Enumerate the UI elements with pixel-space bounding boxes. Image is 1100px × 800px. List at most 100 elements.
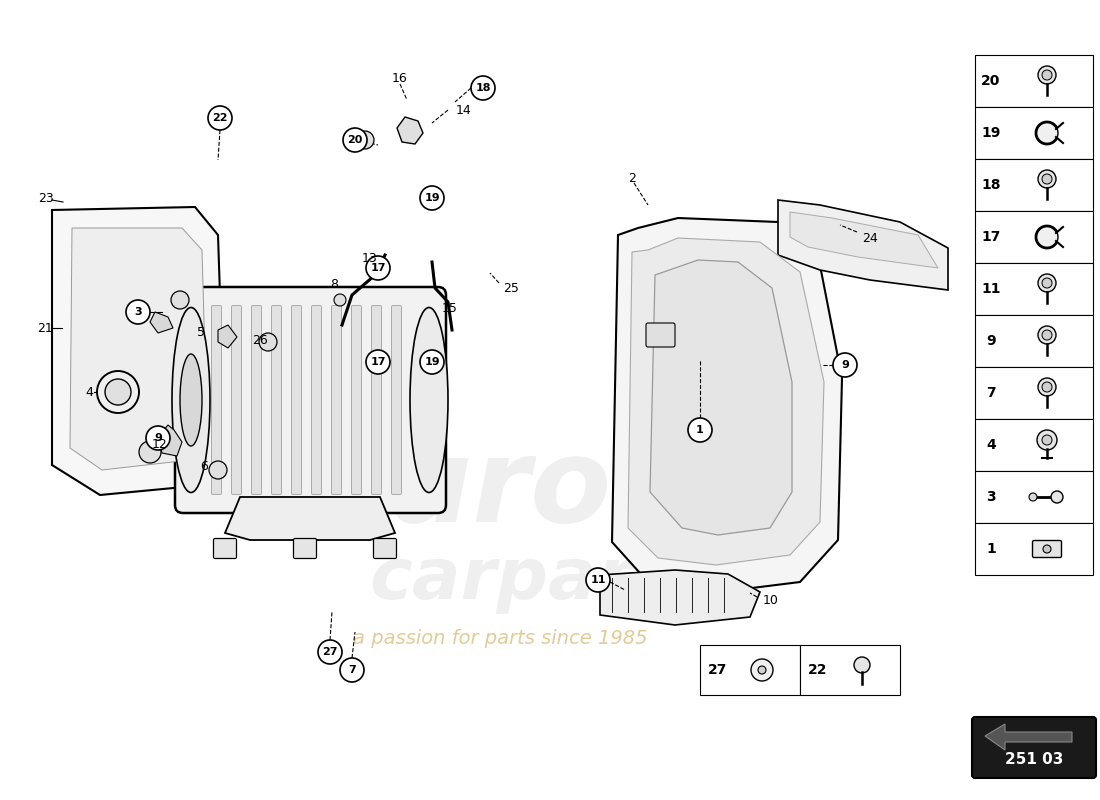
Text: 11: 11 — [591, 575, 606, 585]
FancyBboxPatch shape — [272, 306, 282, 494]
FancyBboxPatch shape — [372, 306, 382, 494]
Text: 24: 24 — [862, 231, 878, 245]
Circle shape — [854, 657, 870, 673]
Circle shape — [758, 666, 766, 674]
Circle shape — [356, 131, 374, 149]
Text: 19: 19 — [981, 126, 1001, 140]
Text: 18: 18 — [475, 83, 491, 93]
Polygon shape — [790, 212, 938, 268]
Ellipse shape — [410, 307, 448, 493]
Text: 9: 9 — [842, 360, 849, 370]
Text: 1: 1 — [986, 542, 996, 556]
Polygon shape — [600, 570, 760, 625]
Circle shape — [1042, 382, 1052, 392]
FancyBboxPatch shape — [975, 159, 1093, 211]
Circle shape — [1038, 66, 1056, 84]
FancyBboxPatch shape — [975, 523, 1093, 575]
Text: 251 03: 251 03 — [1004, 753, 1064, 767]
Text: 27: 27 — [708, 663, 728, 677]
Text: 16: 16 — [392, 71, 408, 85]
Text: 2: 2 — [628, 171, 636, 185]
Text: 15: 15 — [442, 302, 458, 314]
FancyBboxPatch shape — [211, 306, 221, 494]
Circle shape — [1042, 70, 1052, 80]
FancyBboxPatch shape — [800, 645, 900, 695]
Text: 13: 13 — [362, 251, 377, 265]
Circle shape — [751, 659, 773, 681]
Circle shape — [366, 350, 390, 374]
Text: 26: 26 — [252, 334, 267, 346]
Circle shape — [146, 426, 170, 450]
Text: 14: 14 — [456, 103, 472, 117]
Circle shape — [1042, 435, 1052, 445]
FancyBboxPatch shape — [975, 107, 1093, 159]
Circle shape — [1042, 330, 1052, 340]
Circle shape — [688, 418, 712, 442]
FancyBboxPatch shape — [213, 538, 236, 558]
Text: 3: 3 — [134, 307, 142, 317]
Text: 10: 10 — [763, 594, 779, 606]
Polygon shape — [397, 117, 424, 144]
Polygon shape — [218, 325, 236, 348]
Text: 3: 3 — [987, 490, 996, 504]
Circle shape — [1036, 122, 1058, 144]
Text: 4: 4 — [986, 438, 996, 452]
FancyBboxPatch shape — [975, 55, 1093, 107]
Circle shape — [1038, 378, 1056, 396]
Circle shape — [318, 640, 342, 664]
Text: 19: 19 — [425, 357, 440, 367]
Polygon shape — [778, 200, 948, 290]
Circle shape — [258, 333, 277, 351]
Text: 21: 21 — [37, 322, 53, 334]
Polygon shape — [158, 425, 182, 456]
Text: 19: 19 — [425, 193, 440, 203]
Circle shape — [471, 76, 495, 100]
Text: 1: 1 — [696, 425, 704, 435]
Polygon shape — [628, 238, 824, 565]
FancyBboxPatch shape — [975, 367, 1093, 419]
Circle shape — [1036, 226, 1058, 248]
Text: 9: 9 — [987, 334, 996, 348]
Polygon shape — [150, 312, 173, 333]
Text: 12: 12 — [152, 438, 167, 451]
Circle shape — [1042, 278, 1052, 288]
FancyBboxPatch shape — [374, 538, 396, 558]
FancyBboxPatch shape — [975, 471, 1093, 523]
FancyBboxPatch shape — [975, 419, 1093, 471]
Text: 17: 17 — [371, 263, 386, 273]
FancyBboxPatch shape — [392, 306, 402, 494]
Polygon shape — [52, 207, 226, 495]
FancyBboxPatch shape — [311, 306, 321, 494]
Text: 8: 8 — [330, 278, 338, 291]
Circle shape — [1050, 491, 1063, 503]
FancyBboxPatch shape — [294, 538, 317, 558]
FancyBboxPatch shape — [1033, 541, 1062, 558]
Polygon shape — [650, 260, 792, 535]
Circle shape — [420, 350, 444, 374]
Polygon shape — [226, 497, 395, 540]
Text: 11: 11 — [981, 282, 1001, 296]
Circle shape — [1042, 174, 1052, 184]
Text: 22: 22 — [808, 663, 827, 677]
FancyBboxPatch shape — [252, 306, 262, 494]
Circle shape — [340, 658, 364, 682]
Text: carparts: carparts — [370, 546, 711, 614]
Circle shape — [170, 291, 189, 309]
Polygon shape — [70, 228, 207, 470]
Text: 17: 17 — [981, 230, 1001, 244]
FancyBboxPatch shape — [646, 323, 675, 347]
Circle shape — [586, 568, 611, 592]
Circle shape — [209, 461, 227, 479]
Circle shape — [1038, 326, 1056, 344]
Text: 5: 5 — [197, 326, 205, 338]
Text: 4: 4 — [85, 386, 92, 398]
Text: 22: 22 — [212, 113, 228, 123]
Text: 20: 20 — [981, 74, 1001, 88]
Text: a passion for parts since 1985: a passion for parts since 1985 — [353, 629, 647, 647]
Text: 17: 17 — [371, 357, 386, 367]
FancyBboxPatch shape — [700, 645, 800, 695]
Text: 23: 23 — [39, 191, 54, 205]
Circle shape — [420, 186, 444, 210]
Circle shape — [126, 300, 150, 324]
Text: 7: 7 — [987, 386, 996, 400]
